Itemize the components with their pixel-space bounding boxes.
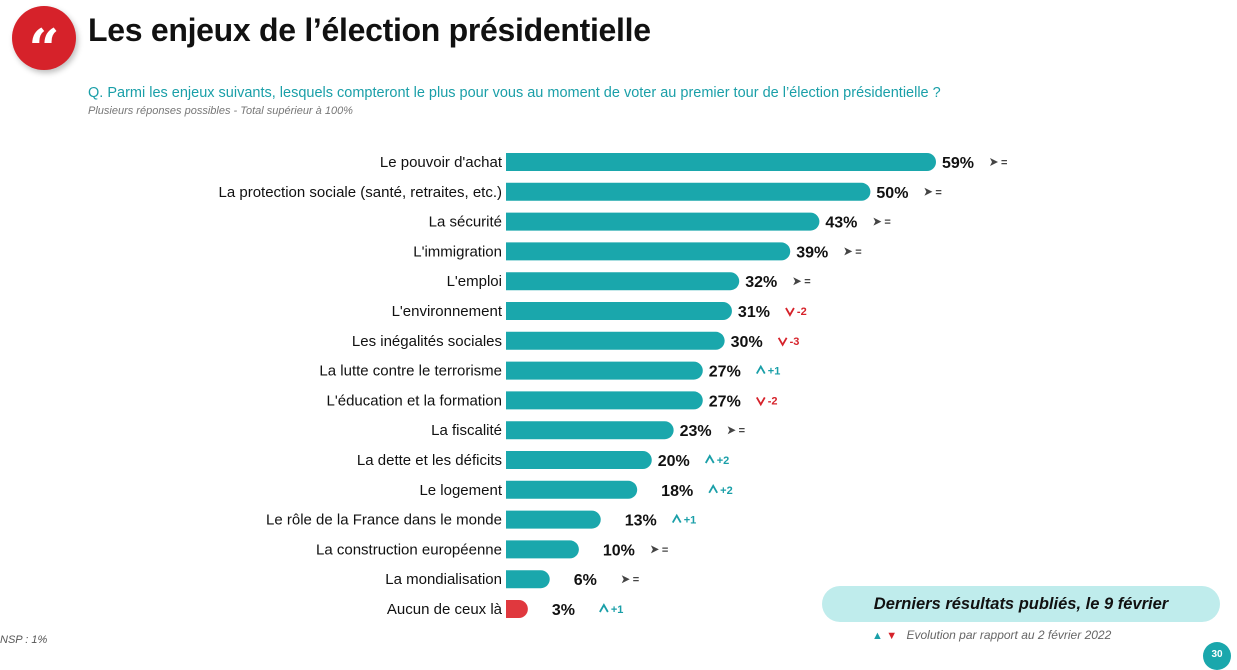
bar	[506, 421, 674, 440]
category-label: La construction européenne	[316, 541, 502, 558]
survey-question: Q. Parmi les enjeux suivants, lesquels c…	[88, 85, 941, 101]
bar	[506, 153, 936, 171]
value-label: 3%	[552, 602, 575, 619]
evolution-label: =	[633, 574, 639, 586]
category-label: La dette et les déficits	[357, 452, 502, 469]
value-label: 43%	[825, 215, 857, 232]
bar	[506, 480, 638, 499]
bar	[506, 182, 871, 201]
evolution-label: =	[739, 425, 745, 437]
category-label: L'emploi	[447, 273, 502, 290]
category-label: Les inégalités sociales	[352, 333, 502, 350]
value-label: 10%	[603, 542, 635, 559]
value-label: 13%	[625, 513, 657, 530]
evolution-label: +2	[720, 485, 733, 497]
up-arrow-icon	[708, 483, 718, 494]
stable-arrow-icon	[873, 217, 882, 226]
bar	[506, 302, 732, 320]
stable-arrow-icon	[727, 426, 736, 435]
category-label: La lutte contre le terrorisme	[319, 363, 502, 380]
bar	[506, 570, 550, 589]
category-label: L'immigration	[413, 243, 502, 260]
bar	[506, 540, 579, 559]
bar	[506, 391, 703, 410]
category-label: La sécurité	[429, 214, 502, 231]
evolution-label: -3	[790, 336, 800, 348]
evolution-label: =	[935, 187, 941, 199]
category-label: Le logement	[419, 482, 502, 499]
evolution-label: +1	[684, 515, 697, 527]
survey-note: Plusieurs réponses possibles - Total sup…	[88, 105, 353, 117]
quote-icon: “	[12, 6, 76, 81]
value-label: 59%	[942, 155, 974, 172]
stable-arrow-icon	[650, 545, 659, 554]
bar	[506, 361, 703, 380]
evolution-label: -2	[797, 306, 807, 318]
up-arrow-icon	[599, 603, 609, 613]
up-arrow-icon	[755, 364, 766, 375]
stable-arrow-icon	[844, 247, 853, 256]
bar	[506, 451, 652, 469]
category-label: La protection sociale (santé, retraites,…	[219, 184, 502, 201]
evolution-label: +2	[717, 455, 730, 467]
evolution-legend: ▲ ▼ Evolution par rapport au 2 février 2…	[872, 628, 1111, 642]
evolution-label: +1	[768, 366, 781, 378]
value-label: 6%	[574, 572, 597, 589]
value-label: 50%	[876, 185, 908, 202]
bar	[506, 331, 725, 350]
evolution-label: =	[1001, 157, 1007, 169]
value-label: 39%	[796, 244, 828, 261]
category-label: L'éducation et la formation	[327, 392, 502, 409]
stable-arrow-icon	[621, 575, 630, 584]
arrow-up-icon: ▲	[872, 630, 883, 642]
up-arrow-icon	[704, 454, 715, 464]
evolution-label: =	[662, 544, 668, 556]
evolution-label: =	[804, 276, 810, 288]
arrow-down-icon: ▼	[886, 630, 898, 642]
bar	[506, 510, 601, 529]
evolution-label: +1	[611, 604, 624, 616]
stable-arrow-icon	[990, 158, 998, 166]
bar	[506, 600, 528, 618]
evolution-label: -2	[768, 395, 778, 407]
up-arrow-icon	[671, 513, 682, 524]
page-number: 30	[1203, 642, 1231, 670]
category-label: Le pouvoir d'achat	[380, 154, 503, 171]
bar	[506, 242, 791, 261]
down-arrow-icon	[777, 337, 788, 347]
value-label: 31%	[738, 304, 770, 321]
evolution-label: =	[855, 246, 861, 258]
quote-glyph: “	[28, 17, 60, 81]
value-label: 30%	[731, 334, 763, 351]
value-label: 27%	[709, 364, 741, 381]
value-label: 23%	[680, 423, 712, 440]
category-label: Le rôle de la France dans le monde	[266, 512, 502, 529]
category-label: L'environnement	[392, 303, 503, 320]
page-title: Les enjeux de l’élection présidentielle	[88, 12, 651, 48]
bar	[506, 272, 740, 291]
value-label: 18%	[661, 483, 693, 500]
value-label: 27%	[709, 393, 741, 410]
evolution-label: =	[884, 217, 890, 229]
stable-arrow-icon	[793, 277, 802, 286]
value-label: 32%	[745, 274, 777, 291]
down-arrow-icon	[755, 396, 766, 407]
value-label: 20%	[658, 453, 690, 470]
stable-arrow-icon	[924, 187, 933, 196]
category-label: Aucun de ceux là	[387, 601, 503, 618]
category-label: La fiscalité	[431, 422, 502, 439]
latest-results-banner: Derniers résultats publiés, le 9 février	[822, 586, 1220, 622]
bar	[506, 212, 820, 231]
category-label: La mondialisation	[385, 571, 502, 588]
legend-text: Evolution par rapport au 2 février 2022	[906, 628, 1112, 642]
nsp-note: NSP : 1%	[0, 634, 48, 646]
down-arrow-icon	[785, 307, 795, 317]
